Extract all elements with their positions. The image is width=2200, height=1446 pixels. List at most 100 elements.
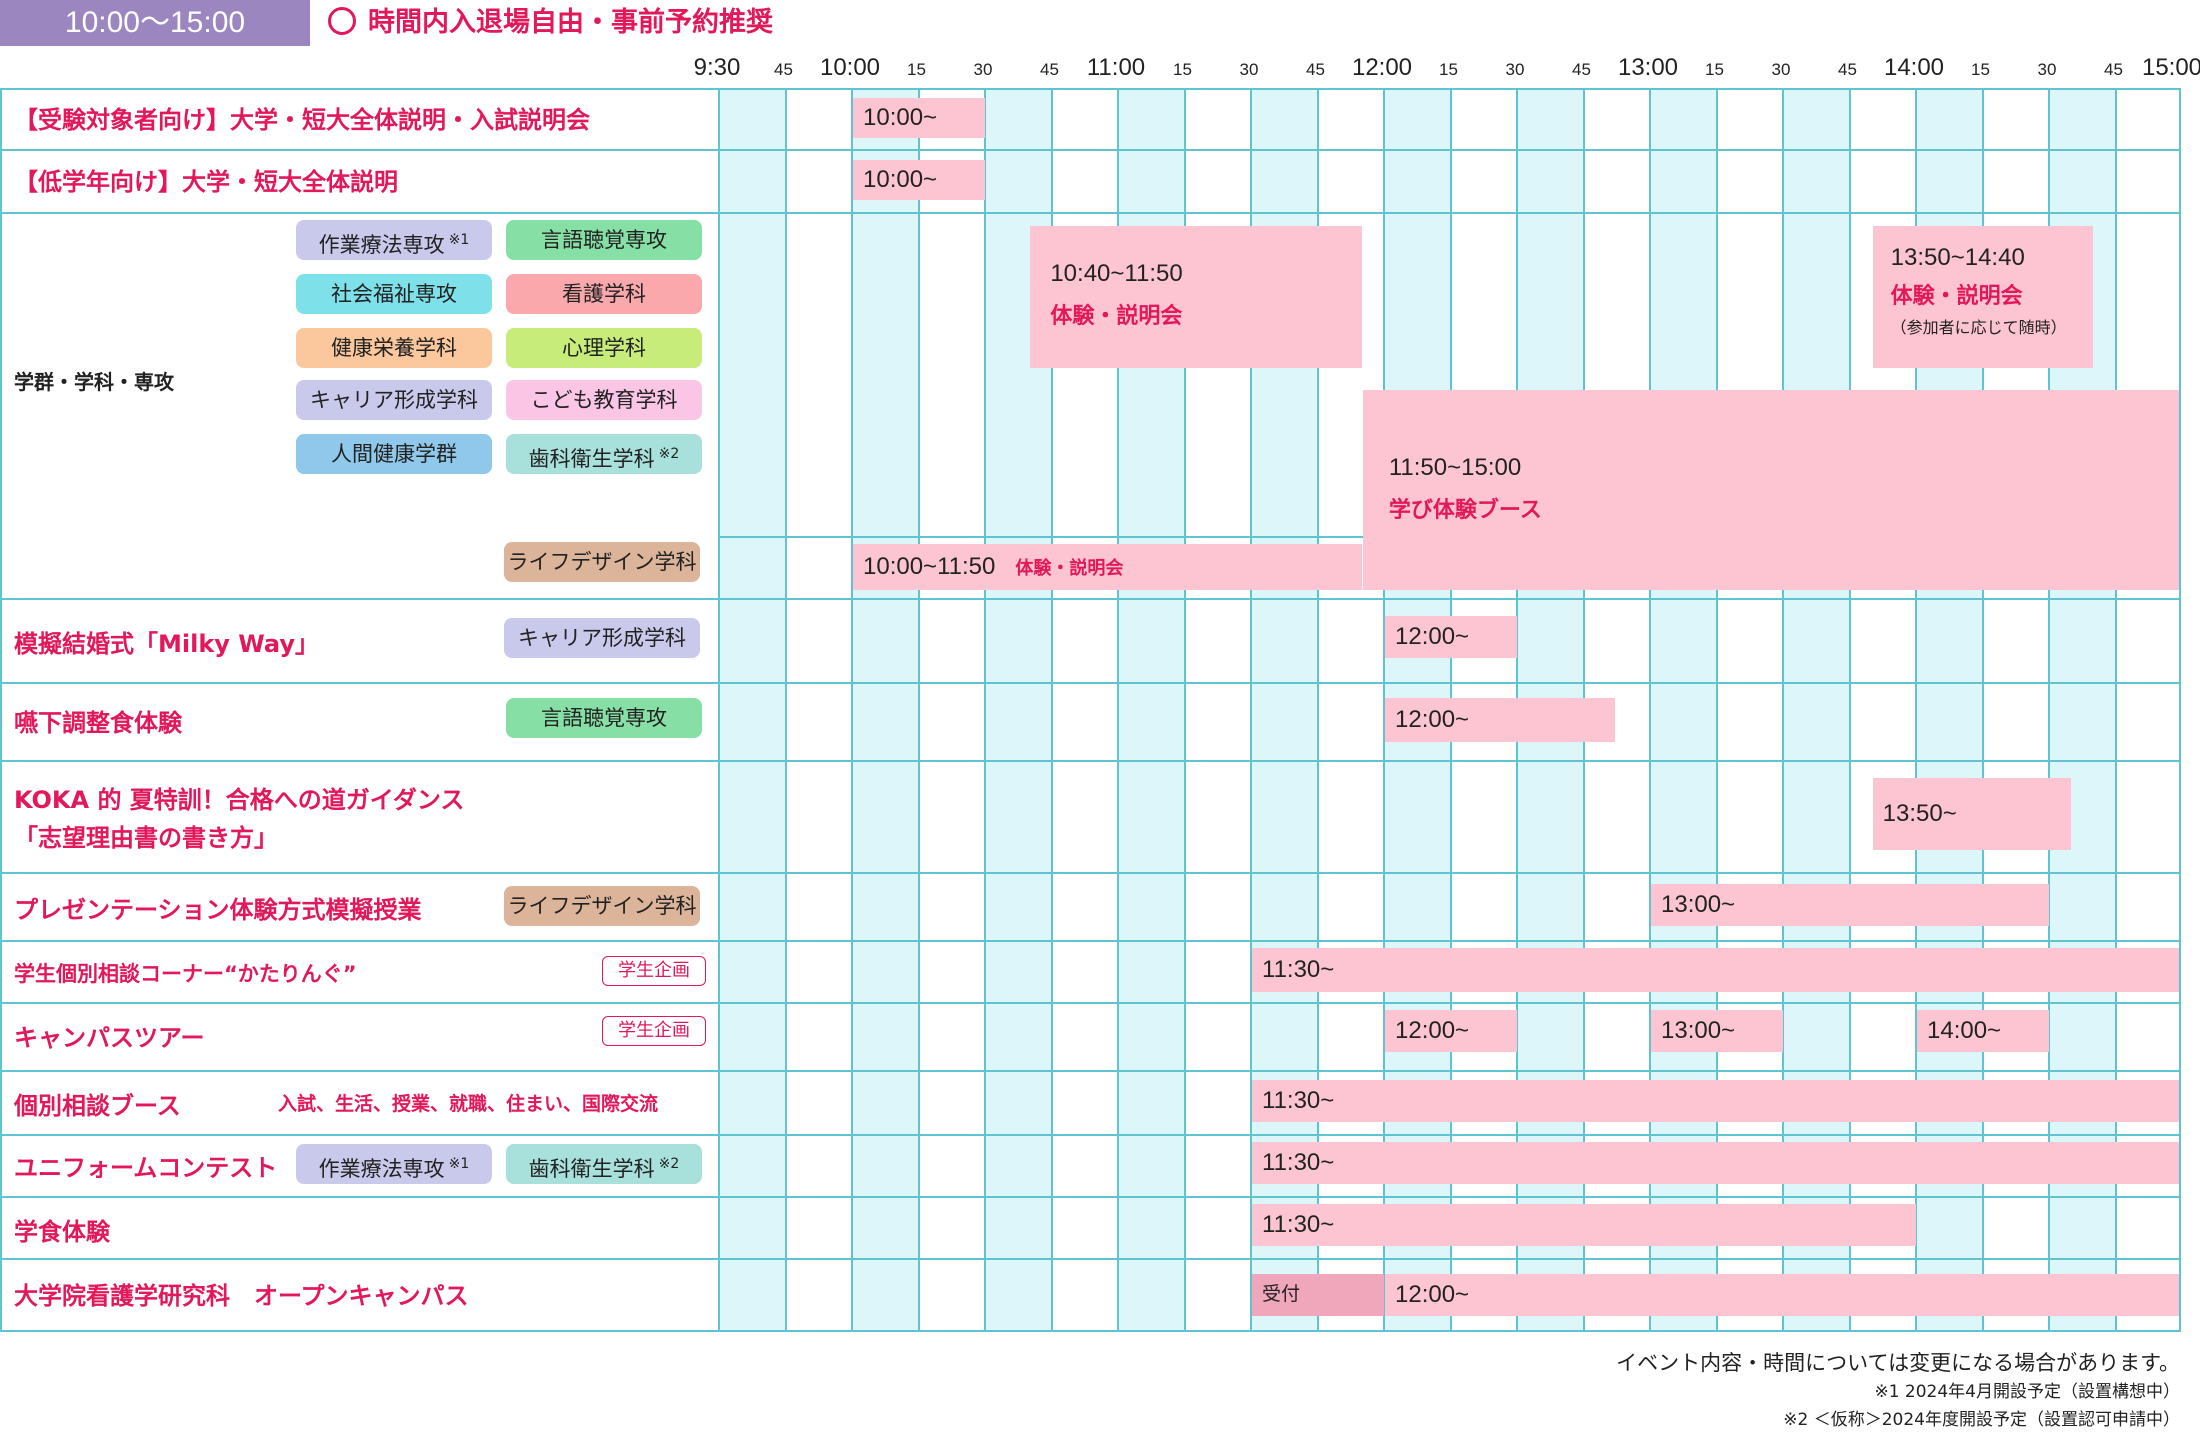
grid-hline xyxy=(2,149,2179,151)
bar-time: 12:00~ xyxy=(1395,706,1470,733)
time-tick-label: 13:00 xyxy=(1617,54,1679,81)
time-tick-label: 15 xyxy=(1173,60,1192,79)
bar-time: 13:50~ xyxy=(1882,800,1957,827)
time-tick-label: 30 xyxy=(1771,60,1791,79)
grid-hline xyxy=(2,940,2179,942)
chip-note: ※2 xyxy=(658,1156,680,1172)
bar-time: 13:00~ xyxy=(1661,1017,1736,1044)
grid-hline xyxy=(2,1196,2179,1198)
row-title-graduate-nursing: 大学院看護学研究科 オープンキャンパス xyxy=(14,1282,469,1310)
bar-dept-experience-afternoon: 13:50~14:40 体験・説明会 （参加者に応じて随時） xyxy=(1872,226,2094,368)
grid-hline xyxy=(2,1002,2179,1004)
time-tick-label: 15 xyxy=(1971,60,1990,79)
grid-vline xyxy=(1250,90,1252,1330)
grid-vline xyxy=(1050,90,1053,1330)
bar-student-consult: 11:30~ xyxy=(1252,948,2179,992)
grid-vline xyxy=(1649,90,1651,1330)
row-title-campus-tour: キャンパスツアー xyxy=(14,1024,205,1052)
row-title-presentation-class: プレゼンテーション体験方式模擬授業 xyxy=(14,896,422,924)
grid-vline xyxy=(1981,90,1984,1330)
grid-hline xyxy=(2,872,2179,874)
row-title-koka-guidance-sub: 「志望理由書の書き方」 xyxy=(14,824,278,852)
grid-vline xyxy=(1316,90,1319,1330)
grid-hline xyxy=(2,212,2179,214)
bar-life-design-experience: 10:00~11:50 体験・説明会 xyxy=(853,544,1362,590)
bar-time: 10:40~11:50 xyxy=(1050,260,1183,287)
time-tick-label: 30 xyxy=(973,60,993,79)
column-band xyxy=(1650,90,1717,1330)
grid-vline xyxy=(1915,90,1917,1330)
grid-vline xyxy=(1383,90,1385,1330)
grid-vline xyxy=(2048,90,2050,1330)
bar-time: 13:00~ xyxy=(1661,891,1736,918)
chip-dental-hygiene-uniform: 歯科衛生学科 ※2 xyxy=(506,1144,702,1184)
time-tick-label: 9:30 xyxy=(693,54,741,81)
page-header: 10:00～15:00 時間内入退場自由・事前予約推奨 xyxy=(0,0,2200,46)
bar-time: 10:00~11:50 xyxy=(863,553,996,580)
chip-label: 歯科衛生学科 xyxy=(528,447,655,471)
time-tick-label: 30 xyxy=(2037,60,2057,79)
time-tick-label: 45 xyxy=(1572,60,1591,79)
time-tick-label: 30 xyxy=(1239,60,1259,79)
chip-child-education: こども教育学科 xyxy=(506,380,702,420)
row-title-cafeteria: 学食体験 xyxy=(14,1218,110,1246)
bar-time: 13:50~14:40 xyxy=(1890,244,2025,271)
bar-campus-tour-3: 14:00~ xyxy=(1917,1010,2049,1052)
time-tick-label: 15 xyxy=(1439,60,1458,79)
bar-campus-tour-2: 13:00~ xyxy=(1651,1010,1783,1052)
bar-time: 11:30~ xyxy=(1262,956,1335,983)
schedule-grid: 【受験対象者向け】大学・短大全体説明・入試説明会 【低学年向け】大学・短大全体説… xyxy=(0,88,2181,1332)
tag-student-project: 学生企画 xyxy=(602,956,706,986)
grid-vline xyxy=(1782,90,1784,1330)
grid-hline xyxy=(2,1070,2179,1072)
grid-vline xyxy=(2114,90,2117,1330)
row-title-uniform-contest: ユニフォームコンテスト xyxy=(14,1154,278,1182)
bar-graduate-reception: 受付 xyxy=(1252,1274,1384,1316)
grid-vline xyxy=(784,90,787,1330)
row-title-koka-guidance: KOKA 的 夏特訓！合格への道ガイダンス xyxy=(14,786,465,814)
bar-dept-experience-morning: 10:40~11:50 体験・説明会 xyxy=(1030,226,1362,368)
row-title-departments: 学群・学科・専攻 xyxy=(14,370,174,394)
chip-social-welfare: 社会福祉専攻 xyxy=(296,274,492,314)
bar-time: 14:00~ xyxy=(1927,1017,2002,1044)
time-tick-label: 30 xyxy=(1505,60,1525,79)
row-title-student-consult: 学生個別相談コーナー“かたりんぐ” xyxy=(14,962,357,986)
time-tick-label: 11:00 xyxy=(1086,54,1146,81)
bar-title: 体験・説明会 xyxy=(1890,284,2023,309)
grid-hline xyxy=(2,598,2179,600)
chip-label: 作業療法専攻 xyxy=(318,1157,445,1181)
column-band xyxy=(1783,90,1850,1330)
grid-hline xyxy=(2,1258,2179,1260)
row-title-entrance-briefing: 【受験対象者向け】大学・短大全体説明・入試説明会 xyxy=(14,106,590,134)
chip-life-design: ライフデザイン学科 xyxy=(504,542,700,582)
chip-life-design-class: ライフデザイン学科 xyxy=(504,886,700,926)
footer-notes: イベント内容・時間については変更になる場合があります。 ※1 2024年4月開設… xyxy=(1616,1348,2180,1434)
bar-presentation-class: 13:00~ xyxy=(1651,884,2049,926)
time-tick-label: 45 xyxy=(1040,60,1059,79)
chip-note: ※2 xyxy=(658,446,680,462)
chip-psychology: 心理学科 xyxy=(506,328,702,368)
bar-note: （参加者に応じて随時） xyxy=(1890,318,2067,337)
bar-time: 11:30~ xyxy=(1262,1087,1335,1114)
time-tick-label: 45 xyxy=(1838,60,1857,79)
bar-time: 12:00~ xyxy=(1395,1017,1470,1044)
time-tick-label: 15 xyxy=(1705,60,1724,79)
chip-note: ※1 xyxy=(448,232,470,248)
row-title-swallow-food: 嚥下調整食体験 xyxy=(14,709,182,737)
bar-time: 10:00~ xyxy=(863,166,938,193)
grid-vline xyxy=(1183,90,1186,1330)
bar-time: 10:00~ xyxy=(863,104,938,131)
chip-human-health: 人間健康学群 xyxy=(296,434,492,474)
tag-student-project-tour: 学生企画 xyxy=(602,1016,706,1046)
bar-time: 12:00~ xyxy=(1395,623,1470,650)
bar-lower-grade-briefing: 10:00~ xyxy=(853,160,985,200)
column-band xyxy=(719,90,786,1330)
time-tick-label: 45 xyxy=(774,60,793,79)
time-tick-label: 14:00 xyxy=(1883,54,1945,81)
bar-consult-booth: 11:30~ xyxy=(1252,1080,2179,1122)
bar-swallow-food: 12:00~ xyxy=(1385,698,1615,742)
column-band xyxy=(852,90,919,1330)
chip-health-nutrition: 健康栄養学科 xyxy=(296,328,492,368)
row-title-lower-grade-briefing: 【低学年向け】大学・短大全体説明 xyxy=(14,168,398,196)
bar-campus-tour-1: 12:00~ xyxy=(1385,1010,1517,1052)
